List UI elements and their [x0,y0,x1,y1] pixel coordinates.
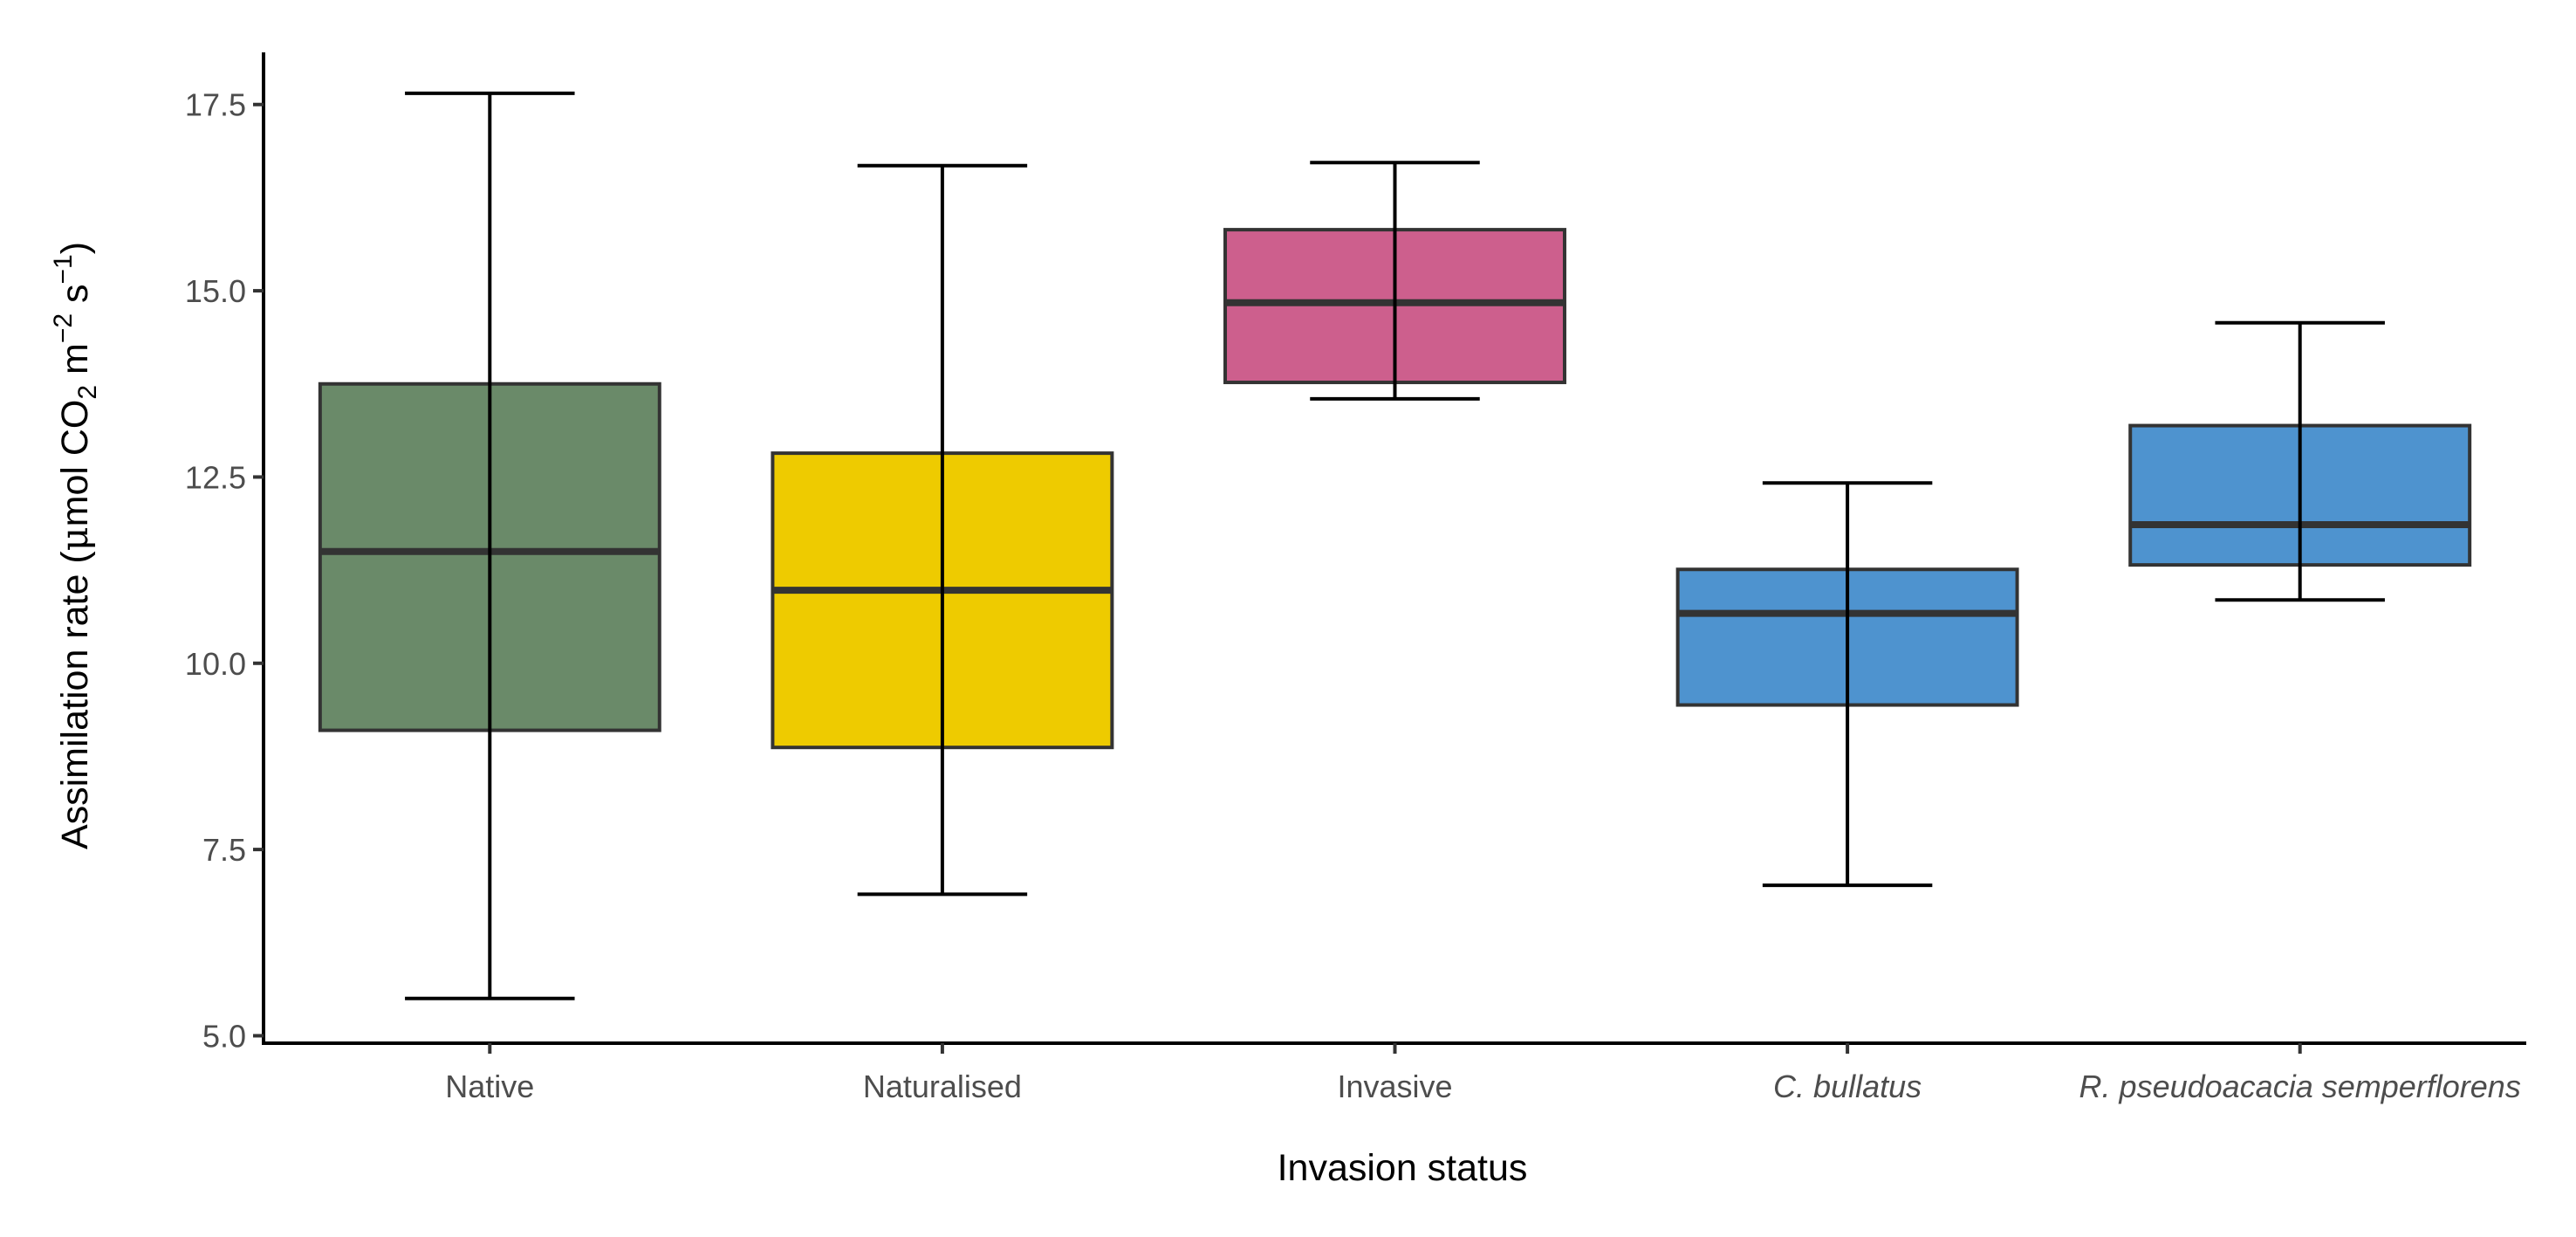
box-1 [771,163,1114,897]
x-tick-label: Native [445,1069,534,1104]
y-tick-label: 10.0 [185,646,246,682]
box-3 [1675,481,2019,888]
y-tick-label: 12.5 [185,459,246,495]
x-axis-title: Invasion status [1278,1147,1528,1189]
x-tick-label: R. pseudoacacia semperflorens [2079,1069,2521,1104]
x-tick-label: Naturalised [863,1069,1022,1104]
y-axis-title: Assimilation rate (μmol CO2 m−2 s−1) [49,242,102,849]
y-tick-label: 7.5 [202,832,246,868]
box-4 [2128,320,2472,602]
x-tick-label: Invasive [1337,1069,1452,1104]
boxes-layer [318,91,2472,1000]
y-tick-label: 17.5 [185,87,246,123]
y-tick-label: 5.0 [202,1018,246,1054]
box-2 [1223,161,1566,401]
y-tick-label: 15.0 [185,273,246,309]
x-ticks: Native Naturalised Invasive C. bullatus R. p… [445,1043,2521,1104]
box-0 [318,91,661,1000]
y-ticks: 5.0 7.5 10.0 12.5 15.0 17.5 [185,87,264,1054]
x-tick-label: C. bullatus [1773,1069,1922,1104]
